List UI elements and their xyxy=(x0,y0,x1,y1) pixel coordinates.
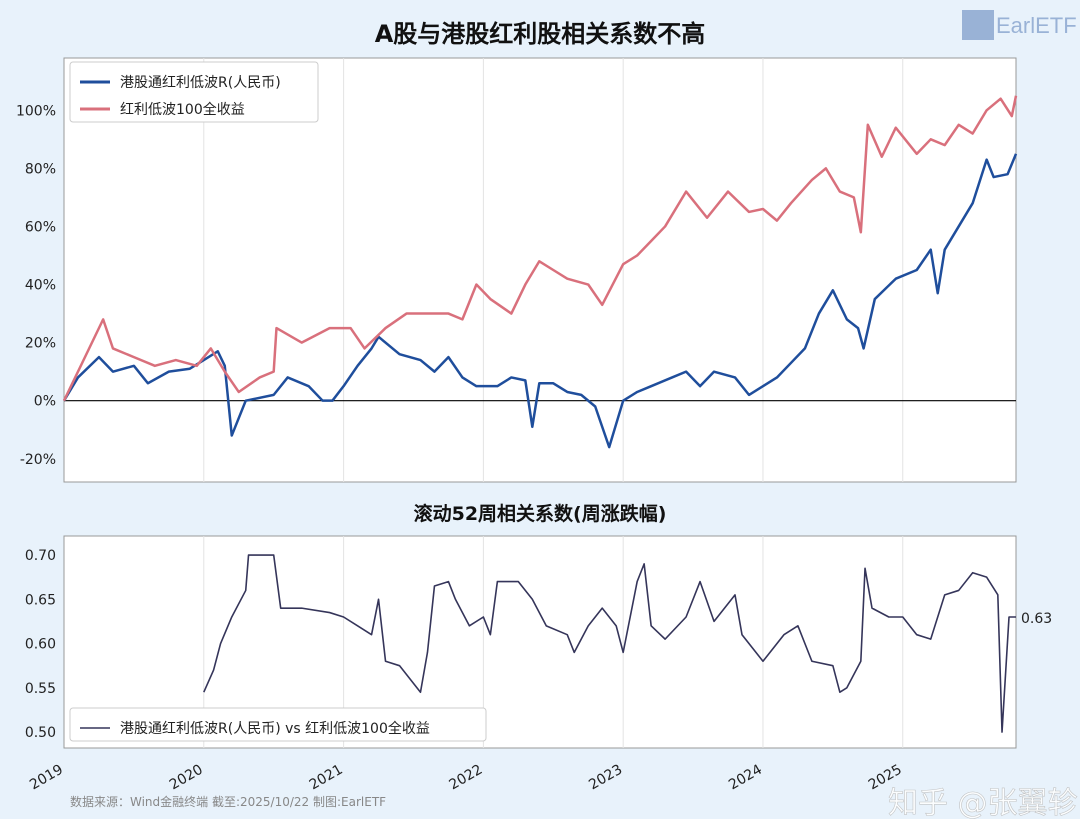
bottom-chart-title: 滚动52周相关系数(周涨跌幅) xyxy=(414,502,667,525)
logo: EarlETF xyxy=(962,10,1077,40)
end-value-label: 0.63 xyxy=(1021,611,1052,627)
y-tick-label: 0.60 xyxy=(25,637,56,653)
legend-box xyxy=(69,61,319,123)
series-line-0 xyxy=(62,153,1018,449)
series-line-1 xyxy=(62,95,1018,402)
legend-box xyxy=(69,707,487,742)
series-line-0 xyxy=(203,554,1016,733)
y-tick-label: 40% xyxy=(25,278,56,294)
logo-mark-icon xyxy=(962,10,994,40)
x-tick-label: 2019 xyxy=(27,762,66,794)
legend-label: 红利低波100全收益 xyxy=(120,101,245,118)
x-tick-label: 2024 xyxy=(726,762,765,794)
y-tick-label: 80% xyxy=(25,161,56,177)
y-tick-label: 0.55 xyxy=(25,681,56,697)
top-plot-area xyxy=(63,57,1017,483)
y-tick-label: 0.65 xyxy=(25,592,56,608)
y-tick-label: -20% xyxy=(20,452,56,468)
y-tick-label: 20% xyxy=(25,336,56,352)
y-tick-label: 100% xyxy=(16,103,56,119)
legend-label: 港股通红利低波R(人民币) xyxy=(120,75,281,91)
watermark: 知乎 @张翼轸 xyxy=(888,786,1078,819)
y-tick-label: 60% xyxy=(25,219,56,235)
x-tick-label: 2022 xyxy=(447,762,486,794)
y-tick-label: 0.50 xyxy=(25,725,56,741)
x-tick-label: 2020 xyxy=(167,762,206,794)
legend-label: 港股通红利低波R(人民币) vs 红利低波100全收益 xyxy=(120,720,430,737)
chart-title: A股与港股红利股相关系数不高 xyxy=(375,20,706,48)
x-tick-label: 2021 xyxy=(307,762,346,794)
y-tick-label: 0% xyxy=(34,394,56,410)
logo-text: EarlETF xyxy=(996,13,1077,38)
source-note: 数据来源：Wind金融终端 截至:2025/10/22 制图:EarlETF xyxy=(70,794,386,809)
y-tick-label: 0.70 xyxy=(25,548,56,564)
x-tick-label: 2023 xyxy=(586,762,625,794)
